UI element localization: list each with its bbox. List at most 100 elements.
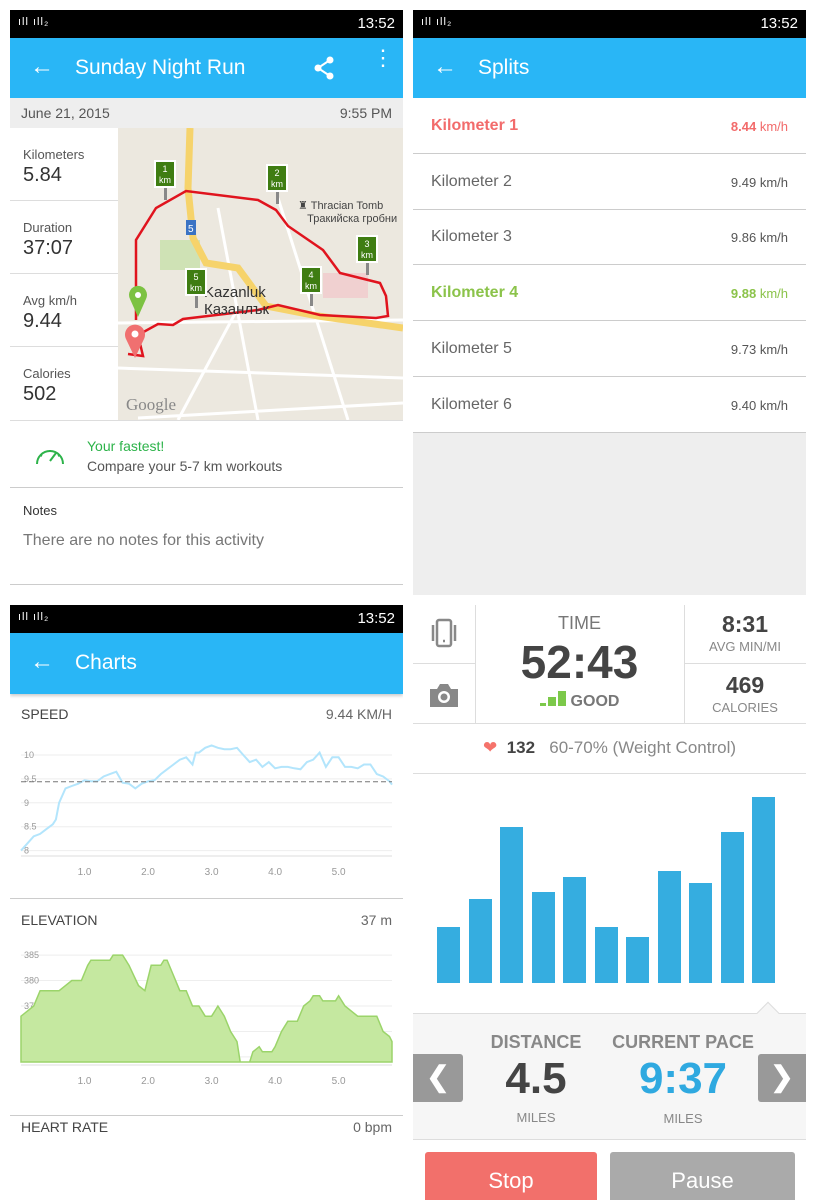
split-speed-unit: km/h (759, 119, 788, 134)
pace-bar-chart[interactable] (413, 774, 806, 1013)
split-row[interactable]: Kilometer 6 9.40 km/h (413, 377, 806, 433)
pace-bar (531, 891, 555, 983)
split-speed: 9.40 km/h (731, 398, 788, 413)
distance-value: 4.5 (505, 1054, 567, 1103)
split-speed-unit: km/h (759, 174, 788, 190)
status-time: 13:52 (357, 15, 395, 32)
notes-label: Notes (23, 503, 57, 518)
route-map[interactable]: 5 Google ♜ Thracian Tomb Тракийска гробн… (118, 128, 403, 420)
avg-pace-value: 8:31 (721, 611, 769, 637)
current-pace-label: CURRENT PACE (612, 1032, 754, 1052)
km-marker-2[interactable]: 2 km (266, 164, 288, 204)
split-row[interactable]: Kilometer 2 9.49 km/h (413, 154, 806, 210)
heart-rate-row: ❤ 132 60-70% (Weight Control) (413, 738, 806, 758)
pace-bar (689, 882, 712, 983)
stat-value: 5.84 (23, 164, 62, 186)
km-marker-5[interactable]: 5 km (185, 268, 207, 308)
km-marker-4[interactable]: 4 km (300, 266, 322, 306)
split-row[interactable]: Kilometer 1 8.44 km/h (413, 98, 806, 154)
phone-vibrate-icon[interactable] (428, 617, 460, 649)
gps-signal-icon (539, 691, 566, 711)
camera-icon[interactable] (428, 681, 460, 709)
km-marker-badge: 2 km (266, 164, 288, 192)
start-pin-icon[interactable] (128, 285, 148, 317)
finish-pin-icon[interactable] (124, 324, 146, 358)
signal-icon: ıll ıll₂ (421, 16, 453, 28)
back-arrow-icon[interactable]: ← (30, 648, 54, 675)
split-label: Kilometer 5 (431, 339, 512, 357)
x-tick-label: 3.0 (205, 1076, 219, 1087)
x-tick-label: 1.0 (78, 867, 92, 878)
pace-bar (468, 899, 492, 983)
pace-bar (594, 927, 618, 983)
stop-button[interactable]: Stop (425, 1152, 597, 1200)
more-menu-icon[interactable]: ⋮ (372, 45, 394, 70)
current-pace-unit: MILES (663, 1111, 703, 1126)
x-tick-label: 3.0 (205, 867, 219, 878)
stat-value: 502 (23, 383, 57, 405)
signal-icon: ıll ıll₂ (18, 16, 50, 28)
km-marker-1[interactable]: 1 km (154, 160, 176, 200)
poi-thracian-tomb[interactable]: ♜ Thracian Tomb Тракийска гробни (298, 200, 398, 225)
x-tick-label: 5.0 (332, 1076, 346, 1087)
split-speed-unit: km/h (759, 397, 788, 413)
city-label: Kazanluk Казанлък (204, 284, 269, 318)
x-tick-label: 5.0 (332, 867, 346, 878)
back-arrow-icon[interactable]: ← (30, 53, 54, 80)
metrics-carousel: ❮ ❯ DISTANCE 4.5 MILES CURRENT PACE 9:37… (413, 1001, 806, 1140)
activity-time: 9:55 PM (339, 105, 392, 121)
fastest-title: Your fastest! (87, 438, 165, 454)
heart-rate-chart-value: 0 bpm (353, 1119, 392, 1135)
km-marker-3[interactable]: 3 km (356, 235, 378, 275)
fastest-subtitle: Compare your 5-7 km workouts (87, 458, 283, 474)
page-title: Splits (478, 56, 530, 79)
pace-bar (563, 876, 586, 983)
split-speed-value: 9.40 (730, 397, 757, 413)
distance-label: DISTANCE (490, 1032, 582, 1052)
split-row[interactable]: Kilometer 5 9.73 km/h (413, 321, 806, 377)
km-marker-badge: 1 km (154, 160, 176, 188)
speed-chart-title: SPEED (21, 706, 69, 722)
y-tick-label: 375 (24, 1001, 39, 1011)
x-tick-label: 2.0 (141, 867, 155, 878)
split-speed-unit: km/h (759, 286, 788, 302)
split-row[interactable]: Kilometer 3 9.86 km/h (413, 209, 806, 266)
stat-value: 37:07 (23, 237, 74, 259)
notes-text[interactable]: There are no notes for this activity (23, 532, 264, 549)
x-tick-label: 2.0 (141, 1076, 155, 1087)
fastest-card[interactable]: Your fastest! Compare your 5-7 km workou… (10, 420, 403, 488)
km-marker-badge: 4 km (300, 266, 322, 294)
status-bar: ıll ıll₂ 13:52 (10, 605, 403, 633)
pause-button[interactable]: Pause (610, 1152, 795, 1200)
elevation-chart-value: 37 m (360, 912, 392, 928)
stat-label: Kilometers (23, 147, 85, 162)
back-arrow-icon[interactable]: ← (433, 53, 457, 80)
split-label: Kilometer 3 (431, 228, 512, 246)
y-tick-label: 10 (24, 750, 34, 760)
pace-bar (752, 797, 775, 983)
gps-status-text: GOOD (570, 693, 620, 710)
speedometer-icon (36, 450, 64, 465)
elevation-area (20, 954, 393, 1063)
status-bar: ıll ıll₂ 13:52 (413, 10, 806, 38)
share-icon[interactable] (313, 56, 335, 80)
page-title: Sunday Night Run (75, 56, 246, 79)
prev-metric-button[interactable]: ❮ (413, 1054, 463, 1102)
gps-status: GOOD (475, 691, 684, 711)
time-label: TIME (558, 613, 601, 633)
tracker-screen: TIME 52:43 GOOD 8:31 AVG MIN/MI 469 CALO… (413, 605, 806, 1200)
elevation-chart[interactable]: 3653703753803851.02.03.04.05.0 (10, 940, 403, 1100)
elevation-chart-title: ELEVATION (21, 912, 98, 928)
x-tick-label: 1.0 (78, 1076, 92, 1087)
speed-chart[interactable]: 8 8.5 9 9.5 10 1.0 2.0 3.0 4.0 5.0 (10, 733, 403, 893)
elapsed-time: 52:43 (520, 636, 639, 688)
split-speed: 8.44 km/h (731, 119, 788, 134)
poi-name-local: Тракийска гробни (307, 213, 398, 225)
split-speed-value: 8.44 (730, 119, 757, 134)
heart-rate-chart-title: HEART RATE (21, 1119, 109, 1135)
next-metric-button[interactable]: ❯ (758, 1054, 806, 1102)
activity-date: June 21, 2015 (21, 105, 110, 121)
stat-avg-speed: Avg km/h 9.44 (10, 274, 118, 347)
split-row[interactable]: Kilometer 4 9.88 km/h (413, 265, 806, 322)
status-time: 13:52 (357, 610, 395, 627)
